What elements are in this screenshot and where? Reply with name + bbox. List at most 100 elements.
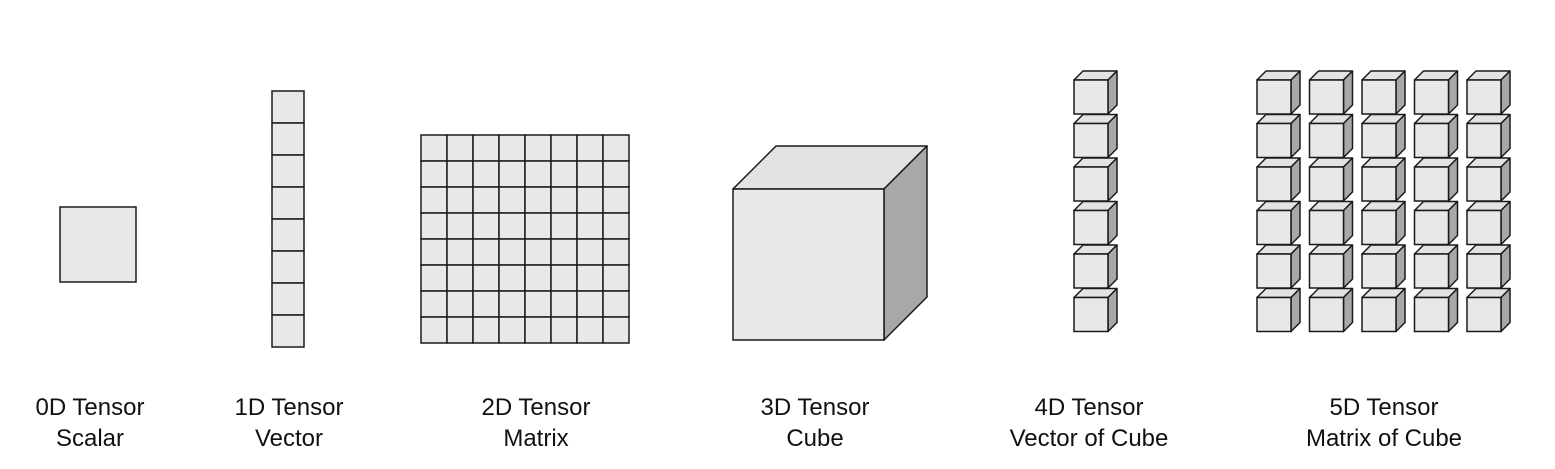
rank-label: 5D Tensor [1329, 394, 1439, 421]
matrix-cell [498, 212, 526, 240]
matrix-cell [576, 212, 604, 240]
matrix-cell [446, 186, 474, 214]
cube-front-face [1361, 166, 1397, 202]
small-cube [1308, 113, 1354, 159]
small-cube [1361, 157, 1406, 202]
label-1d: 1D Tensor Vector [169, 392, 409, 454]
cube-front-face [1308, 296, 1345, 333]
cube-front-face [1413, 166, 1450, 202]
scalar-cell [59, 206, 137, 283]
small-cube [1466, 157, 1511, 202]
matrix-cell [576, 160, 604, 188]
matrix-cell [420, 134, 448, 162]
matrix-cell [472, 160, 500, 188]
small-cube [1413, 244, 1459, 289]
cube-front-face [1413, 209, 1450, 246]
cube-figure [732, 145, 928, 341]
label-5d: 5D Tensor Matrix of Cube [1264, 392, 1504, 454]
matrix-cell [550, 160, 578, 188]
cube-front-face [1413, 296, 1450, 333]
matrix-cell [550, 186, 578, 214]
small-cube [1466, 70, 1511, 115]
cube-front-face [1256, 79, 1292, 115]
small-cube [1073, 113, 1118, 159]
small-cube [1073, 287, 1118, 333]
vector-figure [271, 90, 305, 348]
cube-front-face [1308, 122, 1345, 159]
matrix-cell [524, 290, 552, 318]
matrix-cell [602, 160, 630, 188]
cube-front-face [1256, 166, 1292, 202]
matrix-cell [498, 134, 526, 162]
cube-front-face [1361, 79, 1397, 115]
cube-front-face [1361, 209, 1397, 246]
small-cube [1413, 157, 1459, 202]
small-cube [1413, 70, 1459, 115]
matrix-cell [602, 316, 630, 344]
small-cube [1361, 287, 1406, 333]
matrix-cell [420, 316, 448, 344]
tensor-name: Cube [786, 425, 844, 452]
tensor-name: Scalar [55, 425, 125, 452]
tensor-name: Matrix [503, 425, 569, 452]
small-cube [1413, 287, 1459, 333]
small-cube [1073, 157, 1118, 202]
cube-front-face [1256, 209, 1292, 246]
vector-cell [271, 90, 305, 124]
small-cube [1466, 244, 1511, 289]
cube-front-face [1466, 296, 1502, 333]
cube-front-face [1073, 166, 1109, 202]
matrix-cell [550, 212, 578, 240]
matrix-cell [576, 134, 604, 162]
cube-front-face [1308, 79, 1345, 115]
label-4d: 4D Tensor Vector of Cube [969, 392, 1209, 454]
matrix-cell [524, 186, 552, 214]
label-2d: 2D Tensor Matrix [416, 392, 656, 454]
cube-front-face [1256, 122, 1292, 159]
matrix-cell [420, 238, 448, 266]
cube-front-face [1361, 296, 1397, 333]
matrix-cell [420, 186, 448, 214]
small-cube [1308, 287, 1354, 333]
cube-front-face [1256, 253, 1292, 289]
matrix-cell [524, 316, 552, 344]
vector-cell [271, 218, 305, 252]
vector-cell [271, 154, 305, 188]
small-cube [1361, 200, 1406, 246]
matrix-cell [472, 316, 500, 344]
cube-front-face [1308, 209, 1345, 246]
matrix-cell [498, 316, 526, 344]
small-cube [1256, 200, 1301, 246]
matrix-cell [524, 160, 552, 188]
matrix-cell [446, 238, 474, 266]
small-cube [1361, 113, 1406, 159]
matrix-figure [420, 134, 630, 344]
small-cube [1466, 287, 1511, 333]
matrix-cell [472, 134, 500, 162]
small-cube [1308, 244, 1354, 289]
small-cube [1256, 244, 1301, 289]
small-cube [1308, 157, 1354, 202]
matrix-cell [602, 290, 630, 318]
vector-cell [271, 314, 305, 348]
cube-front-face [1413, 79, 1450, 115]
cube-front-face [732, 188, 885, 341]
small-cube [1256, 70, 1301, 115]
vector-cell [271, 122, 305, 156]
tensor-name: Matrix of Cube [1305, 425, 1463, 452]
matrix-of-cube-figure [1256, 70, 1511, 333]
cube-front-face [1361, 122, 1397, 159]
cube-front-face [1073, 296, 1109, 333]
small-cube [1466, 113, 1511, 159]
matrix-cell [420, 212, 448, 240]
rank-label: 3D Tensor [760, 394, 870, 421]
cube-front-face [1256, 296, 1292, 333]
cube-front-face [1308, 166, 1345, 202]
small-cube [1256, 157, 1301, 202]
matrix-cell [576, 316, 604, 344]
cube-front-face [1466, 166, 1502, 202]
matrix-cell [602, 238, 630, 266]
matrix-cell [550, 316, 578, 344]
small-cube [1256, 287, 1301, 333]
